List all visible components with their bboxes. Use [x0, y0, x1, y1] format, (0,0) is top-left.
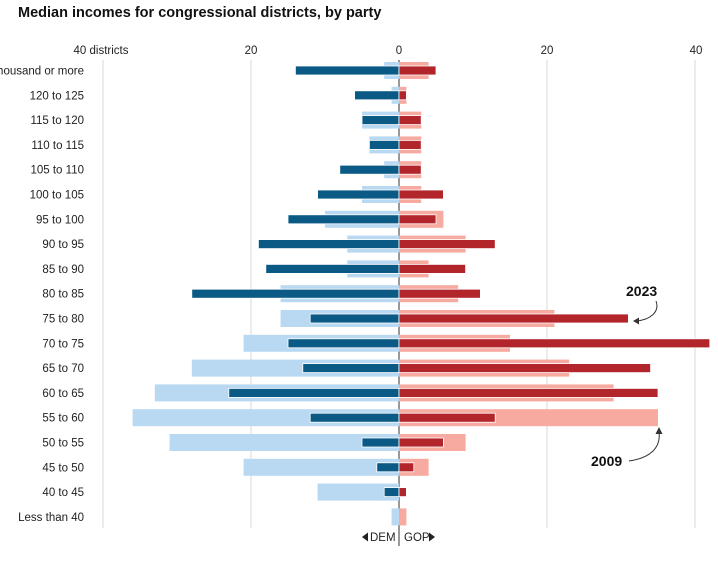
category-label: 110 to 115 [31, 140, 84, 152]
bar-dem-2023 [309, 313, 400, 324]
category-label: 70 to 75 [42, 338, 84, 350]
bar-dem-2023 [368, 139, 400, 150]
bar-dem-2009 [169, 434, 399, 451]
category-labels: $125 thousand or more 120 to 125 115 to 12… [0, 66, 84, 524]
x-axis-ticks: 40 districts 20 0 20 40 [74, 45, 703, 57]
category-label: 60 to 65 [42, 388, 84, 400]
bar-gop-2023 [398, 437, 444, 448]
bar-dem-2023 [302, 363, 400, 374]
bar-dem-2023 [339, 164, 400, 175]
category-label: 105 to 110 [30, 165, 84, 177]
legend-gop: GOP [404, 532, 430, 544]
party-legend: DEM GOP [362, 532, 435, 544]
category-label: 75 to 80 [42, 314, 84, 326]
category-label: 50 to 55 [42, 438, 84, 450]
bar-gop-2023 [398, 90, 407, 101]
category-label: 40 to 45 [42, 487, 84, 499]
bar-dem-2009 [317, 483, 399, 501]
category-label: 100 to 105 [30, 190, 84, 202]
x-tick-label: 20 [245, 45, 258, 57]
chart-title: Median incomes for congressional distric… [18, 5, 382, 21]
bar-gop-2023 [398, 462, 415, 473]
gop-arrow-icon [429, 532, 435, 542]
bar-gop-2023 [398, 115, 422, 125]
bars [132, 62, 711, 526]
bar-gop-2023 [398, 338, 711, 349]
bar-gop-2009 [399, 508, 407, 526]
annotation-2009: 2009 [591, 453, 622, 469]
category-label: 120 to 125 [30, 90, 84, 102]
bar-gop-2023 [398, 412, 496, 423]
x-tick-label: 40 [690, 45, 703, 57]
bar-dem-2023 [287, 214, 400, 225]
bar-dem-2009 [243, 458, 399, 476]
bar-dem-2023 [376, 462, 400, 473]
bar-gop-2023 [398, 214, 437, 225]
category-label: 115 to 120 [30, 115, 84, 127]
bar-dem-2023 [383, 487, 400, 498]
bar-dem-2023 [354, 90, 400, 101]
bar-gop-2023 [398, 263, 466, 274]
bar-gop-2023 [398, 363, 652, 374]
arrowhead-icon [633, 317, 639, 325]
x-tick-label: 40 districts [74, 45, 129, 57]
bar-gop-2023 [398, 65, 437, 76]
x-tick-label: 20 [541, 45, 554, 57]
bar-dem-2023 [361, 115, 400, 125]
legend-dem: DEM [370, 532, 396, 544]
category-label: 85 to 90 [42, 264, 84, 276]
bar-gop-2023 [398, 164, 422, 175]
bar-dem-2023 [287, 338, 400, 349]
category-label: 90 to 95 [42, 239, 84, 251]
bar-gop-2023 [398, 139, 422, 150]
category-label: 65 to 70 [42, 363, 84, 375]
bar-gop-2023 [398, 189, 444, 200]
category-label: 95 to 100 [36, 214, 84, 226]
bar-dem-2009 [391, 508, 399, 526]
bar-dem-2023 [257, 239, 400, 250]
annotation-2009-arrow [628, 431, 660, 462]
bar-gop-2023 [398, 487, 407, 498]
category-label: $125 thousand or more [0, 66, 84, 78]
bar-gop-2023 [398, 387, 659, 398]
bar-dem-2023 [228, 387, 400, 398]
arrowhead-icon [655, 427, 663, 434]
annotation-2023: 2023 [626, 283, 657, 299]
bar-dem-2023 [309, 412, 400, 423]
category-label: 80 to 85 [42, 289, 84, 301]
x-tick-label: 0 [396, 45, 402, 57]
category-label: 45 to 50 [42, 462, 84, 474]
annotations: 2023 2009 [591, 283, 663, 469]
annotation-2023-arrow [635, 300, 658, 322]
category-label: 55 to 60 [42, 413, 84, 425]
category-label: Less than 40 [18, 512, 84, 524]
bar-dem-2023 [191, 288, 400, 299]
bar-dem-2023 [265, 263, 400, 274]
bar-gop-2023 [398, 239, 496, 250]
dem-arrow-icon [362, 532, 368, 542]
bar-dem-2023 [294, 65, 400, 76]
bar-gop-2023 [398, 288, 481, 299]
bar-dem-2023 [361, 437, 400, 448]
bar-gop-2023 [398, 313, 629, 324]
bar-dem-2023 [317, 189, 400, 200]
